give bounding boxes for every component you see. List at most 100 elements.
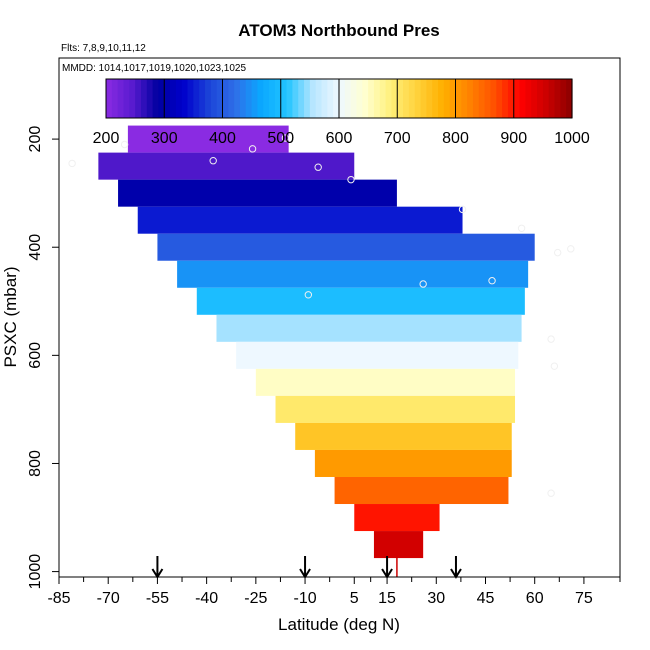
colorbar-swatch bbox=[478, 79, 486, 118]
colorbar-swatch bbox=[490, 79, 497, 118]
colorbar-swatch bbox=[333, 79, 340, 118]
x-tick-label: 5 bbox=[350, 590, 359, 607]
colorbar-swatch bbox=[298, 79, 305, 118]
band-700 bbox=[275, 395, 516, 423]
colorbar-swatch bbox=[129, 79, 136, 118]
colorbar-swatch bbox=[507, 79, 515, 118]
data-point bbox=[553, 248, 562, 257]
colorbar-swatch bbox=[269, 79, 276, 118]
band-350 bbox=[137, 206, 463, 234]
colorbar-swatch bbox=[537, 79, 544, 118]
y-tick-label: 200 bbox=[27, 126, 44, 153]
colorbar-tick-label: 800 bbox=[442, 130, 469, 147]
colorbar-swatch bbox=[467, 79, 474, 118]
colorbar-swatch bbox=[193, 79, 200, 118]
colorbar-tick-label: 900 bbox=[500, 130, 527, 147]
colorbar-swatch bbox=[286, 79, 293, 118]
colorbar-swatch bbox=[542, 79, 550, 118]
colorbar-swatch bbox=[438, 79, 445, 118]
colorbar-swatch bbox=[304, 79, 311, 118]
data-point bbox=[209, 157, 217, 165]
x-axis: -85 -70 -55 -40 -25 -10 5 15 30 45 60 75 bbox=[47, 577, 621, 607]
x-tick-label: 75 bbox=[575, 590, 593, 607]
colorbar-swatch bbox=[187, 79, 194, 118]
colorbar-swatch bbox=[327, 79, 334, 118]
colorbar: 200 300 400 500 600 700 800 900 1000 bbox=[93, 78, 590, 147]
colorbar-swatch bbox=[391, 79, 398, 118]
flight-arrows bbox=[151, 556, 462, 579]
colorbar-tick-label: 300 bbox=[151, 130, 178, 147]
x-axis-title: Latitude (deg N) bbox=[278, 615, 400, 634]
band-500 bbox=[196, 287, 525, 315]
colorbar-swatch bbox=[199, 79, 206, 118]
colorbar-swatch bbox=[175, 79, 183, 118]
band-600 bbox=[236, 341, 519, 369]
colorbar-swatch bbox=[484, 79, 492, 118]
colorbar-swatch bbox=[106, 79, 113, 118]
colorbar-swatch bbox=[379, 79, 387, 118]
colorbar-swatch bbox=[385, 79, 393, 118]
colorbar-swatch bbox=[432, 79, 439, 118]
colorbar-swatch bbox=[135, 79, 142, 118]
colorbar-swatch bbox=[222, 79, 229, 118]
colorbar-swatch bbox=[519, 79, 526, 118]
colorbar-swatch bbox=[257, 79, 264, 118]
colorbar-swatch bbox=[443, 79, 451, 118]
band-400 bbox=[157, 233, 535, 261]
band-900 bbox=[354, 504, 440, 532]
data-point bbox=[488, 277, 496, 285]
colorbar-swatch bbox=[164, 79, 171, 118]
colorbar-swatch bbox=[513, 79, 521, 118]
colorbar-swatch bbox=[251, 79, 259, 118]
colorbar-tick-label: 1000 bbox=[554, 130, 590, 147]
band-300 bbox=[118, 179, 397, 207]
colorbar-swatch bbox=[280, 79, 288, 118]
colorbar-swatch bbox=[234, 79, 241, 118]
colorbar-swatch bbox=[397, 79, 404, 118]
data-point bbox=[517, 224, 526, 232]
colorbar-swatch bbox=[496, 79, 503, 118]
colorbar-swatch bbox=[245, 79, 253, 118]
colorbar-swatch bbox=[368, 79, 375, 118]
colorbar-swatch bbox=[274, 79, 282, 118]
colorbar-swatch bbox=[414, 79, 422, 118]
colorbar-swatch bbox=[111, 79, 119, 118]
y-tick-label: 600 bbox=[27, 342, 44, 369]
data-point bbox=[458, 205, 467, 214]
flights-annotation: Flts: 7,8,9,10,11,12 bbox=[61, 43, 146, 54]
colorbar-tick-label: 400 bbox=[209, 130, 236, 147]
colorbar-swatch bbox=[309, 79, 317, 118]
colorbar-tick-label: 500 bbox=[267, 130, 294, 147]
data-point bbox=[419, 280, 427, 288]
colorbar-tick-label: 600 bbox=[326, 130, 353, 147]
x-tick-label: -85 bbox=[47, 590, 70, 607]
flight-arrow bbox=[381, 556, 393, 579]
colorbar-swatch bbox=[170, 79, 177, 118]
band-450 bbox=[177, 260, 529, 288]
x-tick-label: 60 bbox=[526, 590, 544, 607]
data-point bbox=[550, 362, 559, 370]
colorbar-swatch bbox=[210, 79, 218, 118]
colorbar-swatch bbox=[525, 79, 532, 118]
colorbar-tick-label: 200 bbox=[93, 130, 120, 147]
colorbar-swatch bbox=[263, 79, 270, 118]
colorbar-swatch bbox=[123, 79, 130, 118]
colorbar-swatch bbox=[566, 79, 573, 118]
colorbar-swatch bbox=[554, 79, 561, 118]
colorbar-swatch bbox=[292, 79, 299, 118]
chart-title: ATOM3 Northbound Pres bbox=[238, 21, 440, 40]
colorbar-swatch bbox=[158, 79, 165, 118]
colorbar-swatch bbox=[548, 79, 556, 118]
colorbar-swatch bbox=[344, 79, 352, 118]
band-950 bbox=[373, 531, 424, 559]
colorbar-swatch bbox=[362, 79, 369, 118]
x-tick-label: -70 bbox=[97, 590, 120, 607]
band-550 bbox=[216, 314, 522, 342]
band-200 bbox=[127, 125, 289, 153]
colorbar-swatch bbox=[449, 79, 457, 118]
data-point bbox=[281, 134, 290, 142]
data-point bbox=[347, 175, 355, 184]
colorbar-swatch bbox=[152, 79, 160, 118]
x-tick-label: 30 bbox=[427, 590, 445, 607]
colorbar-swatch bbox=[117, 79, 125, 118]
